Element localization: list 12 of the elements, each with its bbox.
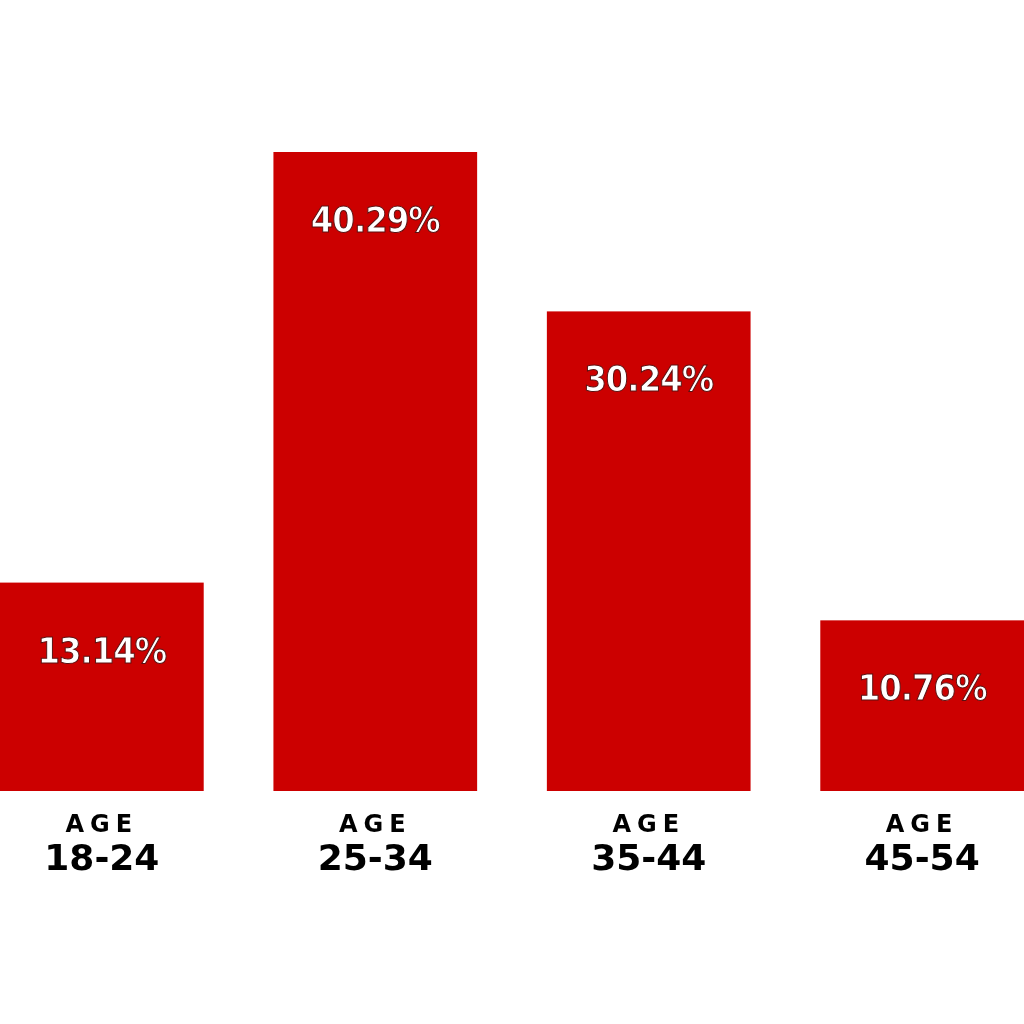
bar [820, 620, 1024, 791]
x-tick-label: AGE 18-24 [44, 810, 160, 878]
data-label: 10.76% [857, 667, 988, 709]
x-tick-label: AGE 25-34 [317, 810, 433, 878]
data-label: 13.14% [37, 629, 167, 671]
bar [546, 311, 751, 791]
bar [0, 582, 204, 791]
data-label: 30.24% [584, 358, 714, 400]
bar [273, 152, 478, 791]
data-label: 40.29% [310, 199, 441, 240]
x-tick-label: AGE 45-54 [864, 810, 980, 878]
x-tick-label: AGE 35-44 [591, 810, 707, 878]
